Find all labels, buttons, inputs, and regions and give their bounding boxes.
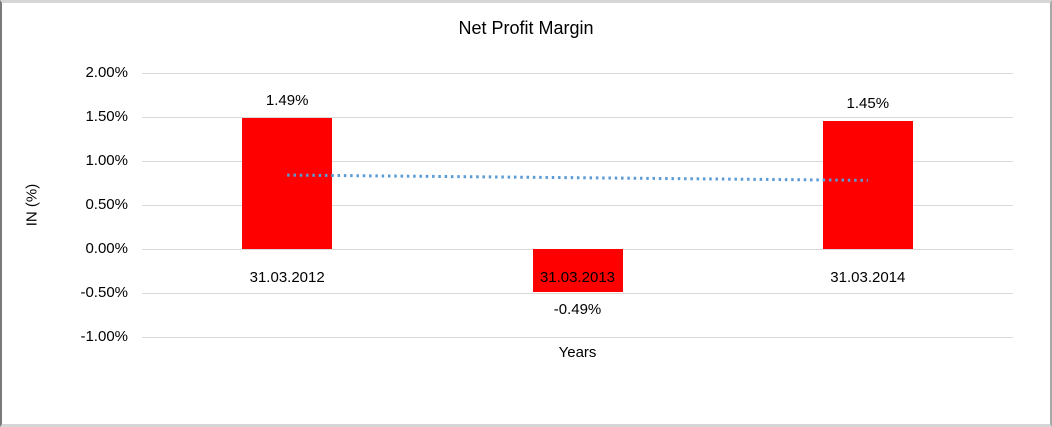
data-label: 1.45% <box>846 95 890 113</box>
bar-31.03.2013 <box>532 249 623 293</box>
y-tick-label: 0.50% <box>85 196 128 213</box>
y-tick-label: -1.00% <box>80 328 128 345</box>
x-axis-title: Years <box>558 344 597 361</box>
bar-31.03.2012 <box>242 117 333 249</box>
plot-area: 1.49% -0.49% 1.45% 31.03.2012 31.03.2013 31.0… <box>142 72 1013 338</box>
chart-title: Net Profit Margin <box>458 18 594 38</box>
y-gridline <box>142 292 1013 294</box>
x-category-label: 31.03.2014 <box>830 269 906 286</box>
y-tick-label: -0.50% <box>80 284 128 301</box>
trendline <box>287 173 868 182</box>
y-tick-label: 1.50% <box>85 108 128 125</box>
y-gridline <box>142 72 1013 74</box>
x-category-label: 31.03.2012 <box>249 269 325 286</box>
y-gridline <box>142 204 1013 206</box>
y-gridline <box>142 116 1013 118</box>
y-gridline <box>142 336 1013 338</box>
data-label: 1.49% <box>265 91 309 109</box>
y-gridline <box>142 160 1013 162</box>
y-tick-label: 0.00% <box>85 240 128 257</box>
bar-31.03.2014 <box>822 121 913 249</box>
y-tick-label: 2.00% <box>85 64 128 81</box>
data-label: -0.49% <box>553 301 602 319</box>
y-tick-label: 1.00% <box>85 152 128 169</box>
x-category-label: 31.03.2013 <box>539 269 616 286</box>
